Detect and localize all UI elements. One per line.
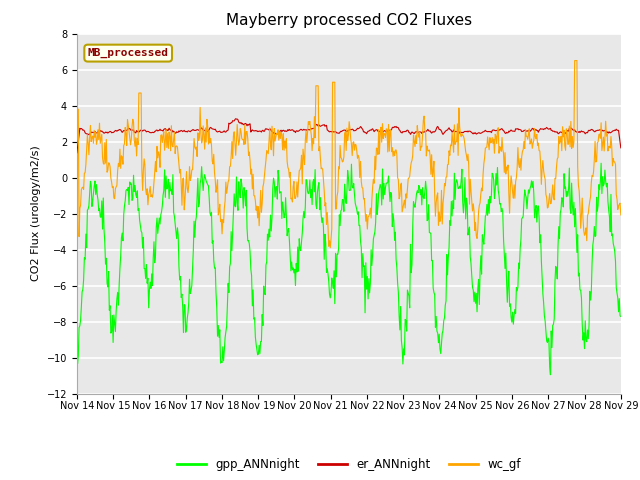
Title: Mayberry processed CO2 Fluxes: Mayberry processed CO2 Fluxes: [226, 13, 472, 28]
Text: MB_processed: MB_processed: [88, 48, 169, 58]
Y-axis label: CO2 Flux (urology/m2/s): CO2 Flux (urology/m2/s): [31, 146, 41, 281]
Legend: gpp_ANNnight, er_ANNnight, wc_gf: gpp_ANNnight, er_ANNnight, wc_gf: [172, 454, 526, 476]
